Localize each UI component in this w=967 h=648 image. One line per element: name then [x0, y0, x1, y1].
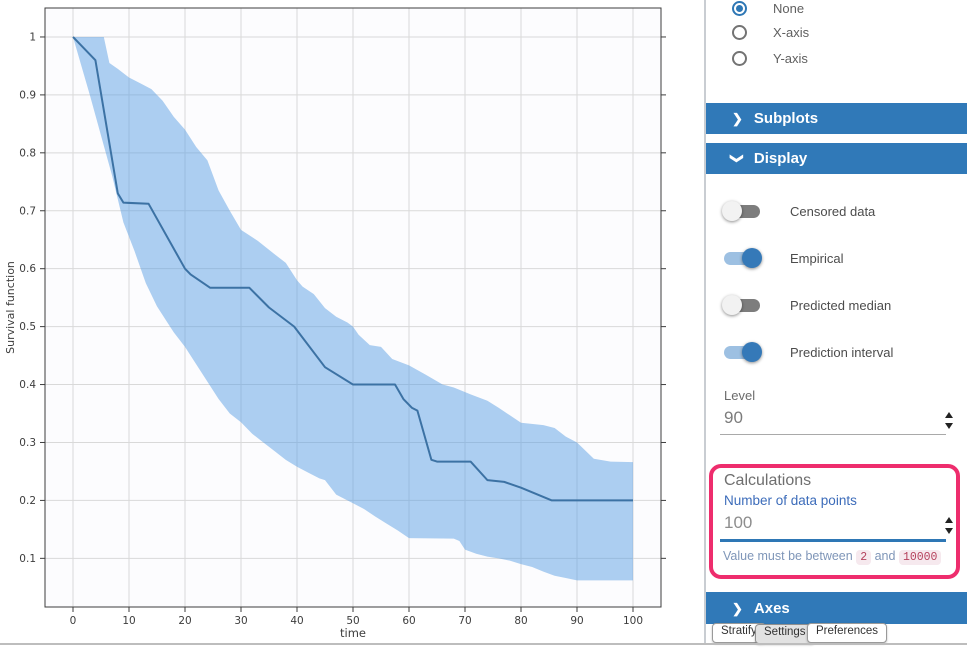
svg-text:20: 20 [178, 615, 191, 627]
section-header-display[interactable]: ❯ Display [706, 143, 967, 174]
section-title-display: Display [753, 150, 808, 167]
data-points-input-wrap [720, 513, 946, 542]
toggle-knob [742, 342, 762, 362]
toggle-knob [742, 248, 762, 268]
data-points-spinner [943, 517, 955, 534]
level-input-wrap [720, 408, 946, 435]
section-title-axes: Axes [753, 599, 790, 617]
svg-text:time: time [340, 626, 366, 640]
radio-none-label: None [773, 0, 805, 16]
chevron-right-icon: ❯ [732, 600, 743, 616]
section-header-subplots[interactable]: ❯ Subplots [706, 103, 967, 134]
svg-text:0.2: 0.2 [19, 495, 36, 507]
validation-conjunction: and [874, 549, 896, 563]
tab-stratify[interactable]: Stratify [712, 623, 766, 643]
section-header-axes[interactable]: ❯ Axes [706, 592, 967, 624]
toggle-row-empirical: Empirical [724, 246, 843, 270]
svg-text:0.7: 0.7 [19, 205, 36, 217]
radio-row-none: None [732, 0, 804, 18]
svg-text:70: 70 [458, 615, 471, 627]
toggle-row-prediction-interval: Prediction interval [724, 340, 893, 364]
chevron-down-icon: ❯ [729, 153, 745, 164]
level-input[interactable] [720, 408, 946, 434]
validation-min-badge: 2 [856, 550, 872, 565]
censored-data-toggle[interactable] [722, 201, 760, 221]
tab-preferences[interactable]: Preferences [807, 623, 888, 643]
svg-text:80: 80 [514, 615, 527, 627]
radio-y-axis-label: Y-axis [773, 50, 808, 66]
level-underline [720, 434, 946, 435]
spinner-up-button[interactable] [945, 517, 953, 523]
censored-data-label: Censored data [790, 203, 876, 219]
settings-panel: None X-axis Y-axis ❯ Subplots ❯ Display … [704, 0, 967, 644]
level-spinner [943, 412, 955, 429]
tab-settings-label: Settings [764, 626, 806, 638]
svg-text:Survival function: Survival function [4, 261, 17, 354]
validation-message: Value must be between 2 and 10000 [723, 549, 942, 565]
data-points-input[interactable] [720, 513, 946, 539]
svg-text:10: 10 [122, 615, 135, 627]
level-label: Level [724, 388, 756, 403]
spinner-up-button[interactable] [945, 412, 953, 418]
svg-text:0.8: 0.8 [19, 147, 36, 159]
number-of-data-points-label: Number of data points [724, 493, 857, 508]
calculations-title: Calculations [724, 472, 812, 489]
data-points-underline [720, 539, 946, 542]
spinner-down-button[interactable] [945, 528, 953, 534]
svg-text:100: 100 [623, 615, 643, 627]
survival-plot: 0 10 20 30 40 50 60 70 80 90 100 1 0.9 0.8 0.7 0.6 0.5 0.… [4, 7, 666, 640]
svg-text:0: 0 [70, 615, 77, 627]
svg-text:0.4: 0.4 [19, 379, 36, 391]
predicted-median-label: Predicted median [790, 297, 892, 313]
window-bottom-divider [0, 643, 967, 645]
radio-x-axis[interactable] [732, 24, 747, 40]
radio-y-axis[interactable] [732, 50, 747, 66]
tab-preferences-label: Preferences [816, 625, 879, 637]
svg-text:0.1: 0.1 [19, 553, 36, 565]
tab-stratify-label: Stratify [721, 625, 757, 637]
svg-text:90: 90 [570, 615, 583, 627]
svg-text:0.5: 0.5 [19, 321, 36, 333]
svg-text:50: 50 [346, 615, 359, 627]
svg-text:1: 1 [29, 31, 36, 43]
validation-prefix: Value must be between [723, 549, 853, 563]
toggle-knob [722, 201, 742, 221]
svg-text:0.6: 0.6 [19, 263, 36, 275]
svg-text:40: 40 [290, 615, 303, 627]
radio-x-axis-label: X-axis [773, 24, 810, 40]
spinner-down-button[interactable] [945, 423, 953, 429]
toggle-knob [722, 295, 742, 315]
empirical-toggle[interactable] [724, 248, 762, 268]
validation-max-badge: 10000 [898, 550, 942, 565]
radio-none[interactable] [732, 0, 747, 16]
svg-text:0.9: 0.9 [19, 89, 36, 101]
toggle-row-censored-data: Censored data [722, 199, 876, 223]
tab-settings[interactable]: Settings [755, 624, 815, 644]
radio-row-y-axis: Y-axis [732, 48, 808, 68]
empirical-label: Empirical [790, 250, 844, 266]
prediction-interval-label: Prediction interval [790, 344, 894, 360]
predicted-median-toggle[interactable] [722, 295, 760, 315]
section-title-subplots: Subplots [753, 110, 819, 127]
survival-plot-pane: 0 10 20 30 40 50 60 70 80 90 100 1 0.9 0.8 0.7 0.6 0.5 0.… [4, 7, 666, 640]
toggle-row-predicted-median: Predicted median [722, 293, 892, 317]
svg-text:60: 60 [402, 615, 415, 627]
chevron-right-icon: ❯ [732, 111, 743, 126]
svg-text:30: 30 [234, 615, 247, 627]
radio-row-x-axis: X-axis [732, 22, 809, 42]
svg-text:0.3: 0.3 [19, 437, 36, 449]
prediction-interval-toggle[interactable] [724, 342, 762, 362]
